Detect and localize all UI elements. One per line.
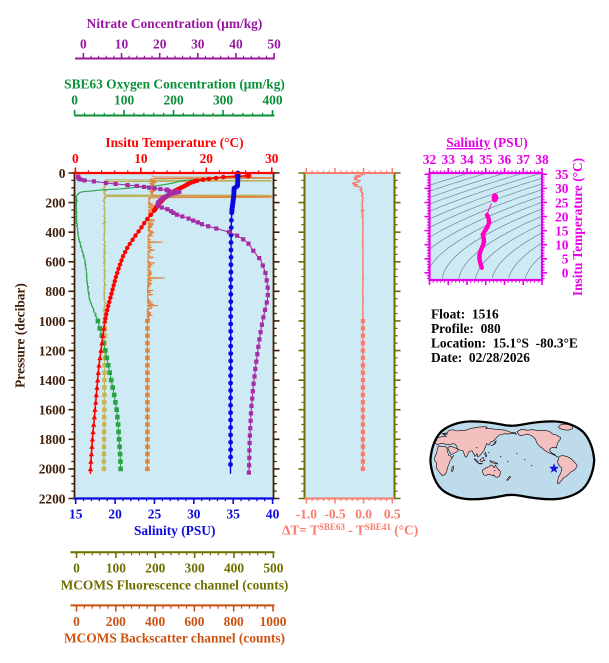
svg-text:300: 300 (213, 92, 233, 107)
svg-text:Location: 15.1°S -80.3°E: Location: 15.1°S -80.3°E (431, 336, 578, 351)
svg-text:20: 20 (555, 209, 569, 224)
svg-text:SBE63 Oxygen Concentration (μm: SBE63 Oxygen Concentration (μm/kg) (64, 76, 285, 91)
svg-text:2200: 2200 (39, 491, 66, 506)
svg-text:1000: 1000 (260, 614, 287, 629)
svg-text:Pressure (decibar): Pressure (decibar) (13, 283, 28, 388)
svg-text:15: 15 (555, 223, 569, 238)
svg-text:0.0: 0.0 (355, 506, 372, 521)
svg-text:38: 38 (535, 152, 549, 167)
svg-text:0: 0 (80, 36, 87, 51)
svg-text:30: 30 (187, 506, 201, 521)
svg-text:30: 30 (191, 36, 205, 51)
svg-text:Insitu Temperature (°C): Insitu Temperature (°C) (570, 158, 585, 296)
svg-text:MCOMS Fluorescence channel (co: MCOMS Fluorescence channel (counts) (61, 578, 289, 593)
svg-text:20: 20 (153, 36, 167, 51)
svg-text:MCOMS Backscatter channel (cou: MCOMS Backscatter channel (counts) (64, 630, 285, 645)
svg-text:0: 0 (562, 266, 569, 281)
svg-text:-1.0: -1.0 (296, 506, 318, 521)
svg-text:Date: 02/28/2026: Date: 02/28/2026 (431, 350, 530, 365)
svg-text:800: 800 (224, 614, 244, 629)
svg-text:1000: 1000 (39, 314, 66, 329)
svg-text:0: 0 (73, 560, 80, 575)
svg-text:300: 300 (185, 560, 205, 575)
svg-text:0.5: 0.5 (384, 506, 401, 521)
svg-text:400: 400 (262, 92, 282, 107)
svg-text:30: 30 (555, 181, 569, 196)
svg-text:10: 10 (134, 151, 148, 166)
svg-text:0: 0 (72, 151, 79, 166)
svg-text:20: 20 (200, 151, 214, 166)
svg-text:33: 33 (442, 152, 456, 167)
svg-text:-0.5: -0.5 (324, 506, 346, 521)
svg-text:1800: 1800 (39, 432, 66, 447)
svg-text:400: 400 (145, 614, 165, 629)
svg-text:36: 36 (498, 152, 512, 167)
svg-text:500: 500 (263, 560, 283, 575)
svg-text:Salinity (PSU): Salinity (PSU) (134, 523, 215, 538)
svg-text:200: 200 (106, 614, 126, 629)
svg-text:40: 40 (266, 506, 280, 521)
svg-text:ΔT= TSBE63 - TSBE41 (°C): ΔT= TSBE63 - TSBE41 (°C) (282, 522, 418, 538)
svg-text:37: 37 (517, 152, 531, 167)
svg-text:35: 35 (555, 167, 569, 182)
svg-text:10: 10 (555, 238, 569, 253)
svg-text:0: 0 (73, 614, 80, 629)
svg-text:400: 400 (45, 225, 65, 240)
svg-text:35: 35 (227, 506, 241, 521)
svg-text:200: 200 (145, 560, 165, 575)
svg-text:2000: 2000 (39, 462, 66, 477)
svg-text:Float: 1516: Float: 1516 (431, 307, 499, 322)
svg-text:30: 30 (265, 151, 279, 166)
svg-text:0: 0 (71, 92, 78, 107)
svg-text:Insitu Temperature (°C): Insitu Temperature (°C) (105, 135, 243, 150)
svg-text:35: 35 (479, 152, 493, 167)
svg-text:800: 800 (45, 284, 65, 299)
svg-text:5: 5 (562, 252, 569, 267)
svg-text:100: 100 (106, 560, 126, 575)
svg-text:100: 100 (114, 92, 134, 107)
svg-text:25: 25 (555, 195, 569, 210)
svg-text:20: 20 (108, 506, 122, 521)
svg-text:Nitrate Concentration (μm/kg): Nitrate Concentration (μm/kg) (87, 16, 263, 31)
svg-text:1600: 1600 (39, 403, 66, 418)
svg-text:600: 600 (184, 614, 204, 629)
svg-text:40: 40 (229, 36, 243, 51)
svg-text:25: 25 (148, 506, 162, 521)
svg-text:32: 32 (423, 152, 437, 167)
svg-text:Profile: 080: Profile: 080 (431, 321, 501, 336)
svg-text:50: 50 (267, 36, 281, 51)
svg-text:400: 400 (224, 560, 244, 575)
svg-text:Salinity (PSU): Salinity (PSU) (446, 135, 527, 150)
svg-text:34: 34 (460, 152, 474, 167)
svg-text:1200: 1200 (39, 343, 66, 358)
svg-text:1400: 1400 (39, 373, 66, 388)
svg-text:600: 600 (45, 255, 65, 270)
svg-text:15: 15 (69, 506, 83, 521)
svg-text:10: 10 (115, 36, 129, 51)
svg-text:200: 200 (45, 195, 65, 210)
svg-text:200: 200 (164, 92, 184, 107)
svg-text:0: 0 (59, 166, 66, 181)
